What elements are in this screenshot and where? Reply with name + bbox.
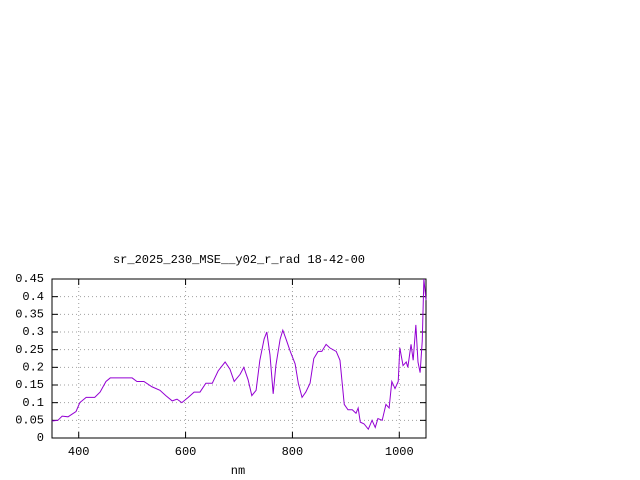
y-tick-label: 0.3: [22, 325, 44, 339]
plot-frame: [51, 278, 427, 439]
y-tick-label: 0.2: [22, 361, 44, 375]
x-tick-label: 600: [175, 445, 197, 459]
chart-title: sr_2025_230_MSE__y02_r_rad 18-42-00: [113, 253, 365, 267]
y-tick-label: 0.1: [22, 396, 44, 410]
y-tick-label: 0.4: [22, 290, 44, 304]
x-tick-label: 800: [282, 445, 304, 459]
y-tick-label: 0: [37, 431, 44, 445]
y-tick-label: 0.25: [15, 343, 44, 357]
data-line: [51, 278, 427, 431]
y-tick-label: 0.05: [15, 414, 44, 428]
x-tick-label: 1000: [385, 445, 414, 459]
y-tick-label: 0.15: [15, 378, 44, 392]
y-tick-label: 0.35: [15, 308, 44, 322]
x-axis-label: nm: [231, 464, 245, 478]
y-tick-label: 0.45: [15, 272, 44, 286]
x-tick-label: 400: [68, 445, 90, 459]
